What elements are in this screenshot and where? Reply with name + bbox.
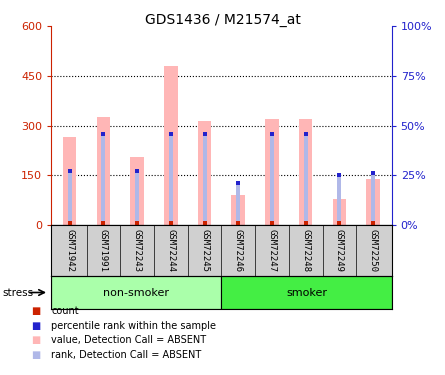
Text: non-smoker: non-smoker — [103, 288, 169, 297]
Bar — [135, 171, 139, 225]
Text: value, Detection Call = ABSENT: value, Detection Call = ABSENT — [51, 335, 206, 345]
Bar — [366, 178, 380, 225]
Text: ■: ■ — [31, 306, 40, 316]
Text: GSM72243: GSM72243 — [133, 228, 142, 272]
Text: GDS1436 / M21574_at: GDS1436 / M21574_at — [145, 13, 300, 27]
Text: GSM72245: GSM72245 — [200, 228, 209, 272]
Bar — [222, 276, 392, 309]
Text: count: count — [51, 306, 79, 316]
Bar — [164, 66, 178, 225]
Text: GSM72248: GSM72248 — [301, 228, 310, 272]
Bar — [371, 173, 375, 225]
Text: GSM71991: GSM71991 — [99, 228, 108, 272]
Bar — [231, 195, 245, 225]
Text: percentile rank within the sample: percentile rank within the sample — [51, 321, 216, 331]
Bar — [68, 171, 72, 225]
Bar — [303, 134, 307, 225]
Bar — [198, 121, 211, 225]
Text: ■: ■ — [31, 350, 40, 360]
Bar — [299, 119, 312, 225]
Bar — [332, 198, 346, 225]
Text: GSM72247: GSM72247 — [267, 228, 276, 272]
Text: GSM72250: GSM72250 — [368, 228, 377, 272]
Bar — [270, 134, 274, 225]
Bar — [236, 183, 240, 225]
Text: smoker: smoker — [286, 288, 327, 297]
Bar — [63, 137, 77, 225]
Text: stress: stress — [2, 288, 33, 297]
Bar — [101, 134, 105, 225]
Text: ■: ■ — [31, 321, 40, 331]
Text: GSM72249: GSM72249 — [335, 228, 344, 272]
Bar — [202, 134, 206, 225]
Text: GSM71942: GSM71942 — [65, 228, 74, 272]
Bar — [265, 119, 279, 225]
Text: rank, Detection Call = ABSENT: rank, Detection Call = ABSENT — [51, 350, 202, 360]
Text: GSM72244: GSM72244 — [166, 228, 175, 272]
Bar — [337, 176, 341, 225]
Bar — [130, 157, 144, 225]
Text: ■: ■ — [31, 335, 40, 345]
Bar — [169, 134, 173, 225]
Text: GSM72246: GSM72246 — [234, 228, 243, 272]
Bar — [51, 276, 222, 309]
Bar — [97, 117, 110, 225]
